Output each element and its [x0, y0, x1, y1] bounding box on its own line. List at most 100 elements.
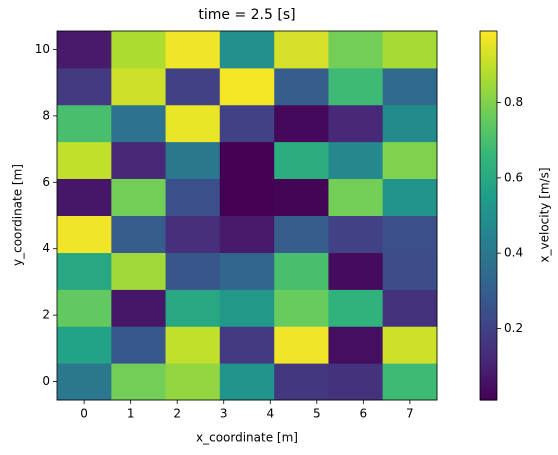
- colorbar-segment: [480, 332, 497, 337]
- heat-cell: [328, 31, 384, 69]
- colorbar-segment: [480, 61, 497, 66]
- colorbar-segment: [480, 95, 497, 100]
- colorbar-segment: [480, 393, 497, 398]
- colorbar-segment: [480, 74, 497, 78]
- colorbar-segment: [480, 135, 497, 140]
- colorbar-segment: [480, 190, 497, 195]
- colorbar-segment: [480, 129, 497, 134]
- colorbar-segment: [480, 163, 497, 167]
- heat-cell: [165, 67, 221, 106]
- colorbar-segment: [480, 31, 497, 35]
- colorbar-segment: [480, 178, 497, 183]
- colorbar-segment: [480, 154, 497, 158]
- colorbar-segment: [480, 184, 497, 189]
- heat-cell: [274, 215, 329, 254]
- heat-cell: [382, 363, 438, 401]
- colorbar-tick-label: 0.4: [504, 246, 523, 260]
- heat-cell: [165, 252, 221, 290]
- colorbar-segment: [480, 227, 497, 232]
- colorbar-segment: [480, 329, 497, 333]
- x-tick-label: 0: [80, 407, 88, 421]
- colorbar-segment: [480, 356, 497, 361]
- colorbar-segment: [480, 200, 497, 204]
- colorbar-segment: [480, 292, 497, 297]
- heat-cell: [219, 215, 275, 254]
- colorbar-segment: [480, 369, 497, 373]
- y-tick-label: 8: [42, 108, 50, 122]
- colorbar-segment: [480, 86, 497, 91]
- heat-cell: [111, 215, 167, 254]
- colorbar-tick-label: 0.2: [504, 321, 523, 335]
- colorbar-segment: [480, 246, 497, 250]
- colorbar-segment: [480, 304, 497, 309]
- colorbar-segment: [480, 70, 497, 75]
- heat-cell: [165, 215, 221, 254]
- colorbar-segment: [480, 347, 497, 352]
- heat-cell: [57, 31, 112, 69]
- heat-cell: [328, 326, 384, 364]
- heat-cell: [274, 67, 329, 106]
- heat-cell: [328, 104, 384, 143]
- colorbar-segment: [480, 264, 497, 269]
- heat-cell: [111, 252, 167, 290]
- colorbar-segment: [480, 55, 497, 60]
- colorbar-segment: [480, 193, 497, 198]
- y-tick-label: 0: [42, 374, 50, 388]
- colorbar-segment: [480, 46, 497, 51]
- colorbar-segment: [480, 396, 497, 401]
- y-tick-label: 10: [35, 42, 50, 56]
- colorbar-segment: [480, 98, 497, 103]
- colorbar-segment: [480, 52, 497, 57]
- colorbar-segment: [480, 344, 497, 349]
- chart-title: time = 2.5 [s]: [198, 7, 295, 23]
- colorbar-segment: [480, 273, 497, 278]
- heat-cell: [111, 104, 167, 143]
- heat-cell: [328, 141, 384, 179]
- x-tick-label: 7: [406, 407, 414, 421]
- x-tick-label: 1: [127, 407, 135, 421]
- heat-cell: [111, 363, 167, 401]
- colorbar-segment: [480, 375, 497, 380]
- colorbar-segment: [480, 335, 497, 340]
- colorbar-segment: [480, 381, 497, 386]
- colorbar-segment: [480, 206, 497, 210]
- colorbar-segment: [480, 360, 497, 364]
- heat-cell: [57, 289, 112, 327]
- colorbar-segment: [480, 255, 497, 260]
- heat-cell: [328, 67, 384, 106]
- colorbar-segment: [480, 203, 497, 207]
- colorbar-segment: [480, 67, 497, 72]
- colorbar-segment: [480, 258, 497, 263]
- heat-cell: [57, 104, 112, 143]
- heat-cell: [382, 252, 438, 290]
- heat-cell: [274, 178, 329, 216]
- colorbar-segment: [480, 209, 497, 214]
- colorbar-segment: [480, 326, 497, 330]
- colorbar-segment: [480, 218, 497, 223]
- colorbar-segment: [480, 126, 497, 130]
- heat-cell: [274, 252, 329, 290]
- colorbar-tick-label: 0.8: [504, 95, 523, 109]
- colorbar-segment: [480, 49, 497, 54]
- heat-cell: [57, 178, 112, 216]
- heat-cell: [219, 363, 275, 401]
- colorbar-segment: [480, 230, 497, 235]
- heat-cell: [382, 289, 438, 327]
- heat-cell: [111, 141, 167, 179]
- heat-cell: [57, 67, 112, 106]
- colorbar-segment: [480, 313, 497, 318]
- x-axis-label: x_coordinate [m]: [196, 431, 298, 445]
- heat-cell: [219, 178, 275, 216]
- heat-cell: [57, 363, 112, 401]
- colorbar-segment: [480, 384, 497, 389]
- colorbar-segment: [480, 310, 497, 315]
- colorbar-label: x_velocity [m/s]: [538, 167, 552, 262]
- x-tick-label: 3: [220, 407, 228, 421]
- heat-cell: [328, 215, 384, 254]
- colorbar-segment: [480, 289, 497, 293]
- colorbar-segment: [480, 320, 497, 324]
- heat-cell: [111, 31, 167, 69]
- colorbar-segment: [480, 157, 497, 161]
- colorbar-segment: [480, 372, 497, 376]
